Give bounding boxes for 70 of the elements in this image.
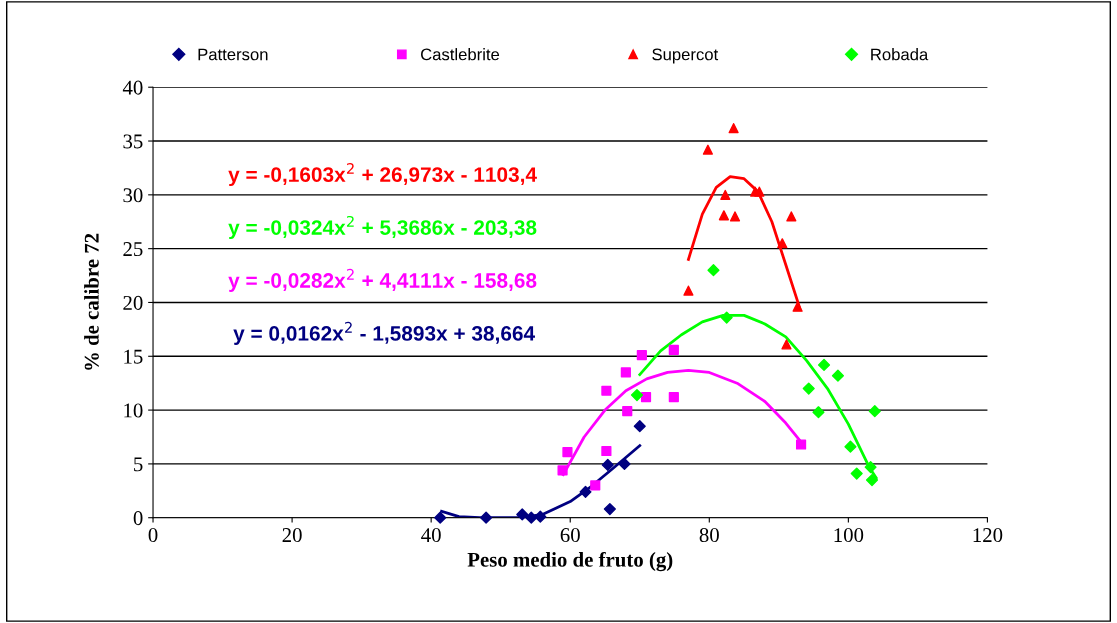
y-tick-label: 20 xyxy=(123,295,143,310)
point xyxy=(636,350,647,361)
x-tick-label: 20 xyxy=(282,528,302,543)
y-axis-title: % de calibre 72 xyxy=(84,233,99,370)
point xyxy=(864,461,877,474)
point xyxy=(601,458,614,472)
y-tick-label: 30 xyxy=(123,188,143,203)
point xyxy=(831,369,845,382)
y-tick-label: 40 xyxy=(122,80,143,95)
point xyxy=(792,301,803,312)
point xyxy=(844,440,857,453)
y-tick-label: 10 xyxy=(124,403,143,418)
x-tick-label: 0 xyxy=(148,528,158,543)
annotation: y = 0,0162x$^{2}$ - 1,5893x + 38,664 xyxy=(233,321,535,345)
point xyxy=(812,406,825,419)
point xyxy=(668,392,679,403)
point xyxy=(434,511,447,524)
point xyxy=(633,420,646,433)
point xyxy=(622,406,633,417)
y-tick-label: 5 xyxy=(134,457,143,472)
point xyxy=(868,405,881,418)
legend-label: Patterson xyxy=(198,48,268,61)
point xyxy=(668,344,679,355)
x-tick-label: 100 xyxy=(834,528,864,543)
point xyxy=(795,439,807,450)
point xyxy=(640,392,652,403)
point xyxy=(516,508,529,521)
x-tick-label: 40 xyxy=(421,528,441,543)
point xyxy=(702,144,713,155)
point xyxy=(817,358,831,371)
point xyxy=(603,503,616,516)
legend-label: Robada xyxy=(871,48,929,61)
x-axis-title: Peso medio de fruto (g) xyxy=(467,551,673,572)
annotation: y = -0,0324x$^{2}$ + 5,3686x - 203,38 xyxy=(228,215,537,240)
point xyxy=(579,485,592,498)
point xyxy=(786,211,797,222)
point xyxy=(728,123,739,134)
point xyxy=(601,445,612,457)
y-tick-label: 15 xyxy=(124,349,143,364)
point xyxy=(590,480,601,491)
point xyxy=(707,264,720,277)
annotation: y = -0,1603x$^{2}$ + 26,973x - 1103,4 xyxy=(228,162,537,187)
point xyxy=(720,189,731,200)
point xyxy=(865,473,879,487)
point xyxy=(720,311,733,324)
y-tick-label: 35 xyxy=(123,134,143,149)
point xyxy=(718,210,729,221)
point xyxy=(781,339,792,350)
point xyxy=(683,285,694,296)
point xyxy=(562,446,573,458)
point xyxy=(620,367,631,378)
line-series xyxy=(687,175,802,310)
point xyxy=(525,511,538,524)
legend-label: Castlebrite xyxy=(421,48,500,61)
x-tick-label: 60 xyxy=(560,528,580,543)
point xyxy=(850,467,863,480)
legend-label: Supercot xyxy=(652,48,719,64)
x-tick-label: 80 xyxy=(699,528,719,543)
point xyxy=(802,382,815,395)
point xyxy=(630,388,644,402)
point xyxy=(480,511,493,524)
point xyxy=(557,465,568,476)
annotation: y = -0,0282x$^{2}$ + 4,4111x - 158,68 xyxy=(228,268,537,292)
point xyxy=(729,211,741,222)
y-tick-label: 25 xyxy=(123,242,143,257)
point xyxy=(601,385,612,396)
point xyxy=(777,238,788,249)
y-tick-label: 0 xyxy=(133,511,143,526)
point xyxy=(754,186,765,197)
x-tick-label: 120 xyxy=(973,528,1003,543)
